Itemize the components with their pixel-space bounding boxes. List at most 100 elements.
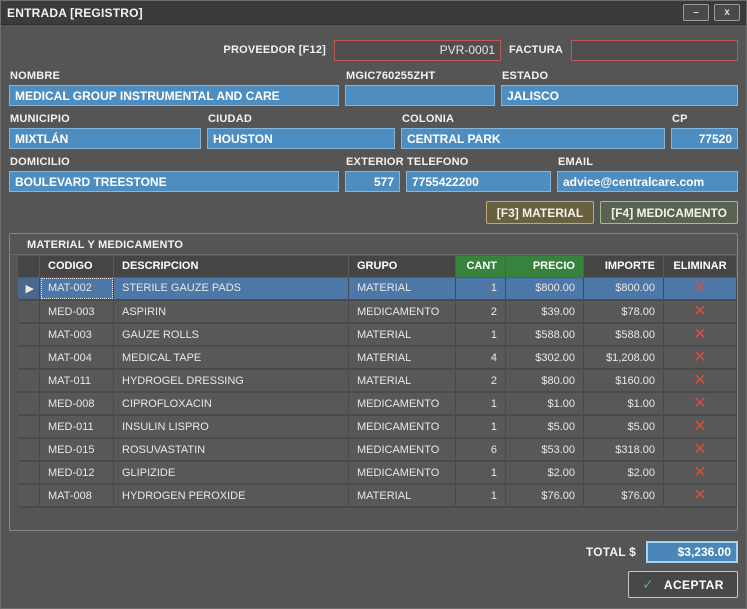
cell-precio[interactable]: $5.00	[505, 415, 584, 439]
table-row[interactable]: MED-011 INSULIN LISPRO MEDICAMENTO 1 $5.00 $5…	[17, 415, 737, 439]
close-button[interactable]: x	[714, 4, 740, 21]
cell-descripcion[interactable]: ROSUVASTATIN	[113, 438, 349, 462]
cell-cant[interactable]: 1	[455, 392, 506, 416]
delete-x-icon[interactable]: ✕	[693, 440, 707, 458]
cell-precio[interactable]: $302.00	[505, 346, 584, 370]
nombre-input[interactable]	[9, 85, 339, 106]
cp-input[interactable]	[671, 128, 738, 149]
cell-importe[interactable]: $1,208.00	[583, 346, 664, 370]
delete-x-icon[interactable]: ✕	[693, 371, 707, 389]
col-header-precio[interactable]: PRECIO	[505, 256, 584, 278]
cell-cant[interactable]: 2	[455, 369, 506, 393]
row-selector[interactable]	[17, 300, 40, 324]
delete-row-button[interactable]: ✕	[663, 415, 737, 439]
cell-precio[interactable]: $800.00	[505, 277, 584, 301]
cell-codigo[interactable]: MAT-004	[39, 346, 114, 370]
delete-x-icon[interactable]: ✕	[693, 302, 707, 320]
delete-row-button[interactable]: ✕	[663, 392, 737, 416]
col-header-importe[interactable]: IMPORTE	[583, 256, 664, 278]
factura-input[interactable]	[571, 39, 738, 61]
row-selector[interactable]	[17, 415, 40, 439]
cell-grupo[interactable]: MATERIAL	[348, 346, 456, 370]
cell-descripcion[interactable]: HYDROGEN PEROXIDE	[113, 484, 349, 508]
delete-row-button[interactable]: ✕	[663, 277, 737, 301]
cell-codigo[interactable]: MAT-008	[39, 484, 114, 508]
cell-descripcion[interactable]: GLIPIZIDE	[113, 461, 349, 485]
cell-descripcion[interactable]: HYDROGEL DRESSING	[113, 369, 349, 393]
cell-importe[interactable]: $5.00	[583, 415, 664, 439]
cell-codigo[interactable]: MAT-011	[39, 369, 114, 393]
table-row[interactable]: MAT-003 GAUZE ROLLS MATERIAL 1 $588.00 $588.0…	[17, 323, 737, 347]
cell-importe[interactable]: $78.00	[583, 300, 664, 324]
cell-grupo[interactable]: MEDICAMENTO	[348, 300, 456, 324]
total-input[interactable]	[646, 541, 738, 563]
table-row[interactable]: MED-015 ROSUVASTATIN MEDICAMENTO 6 $53.00 $31…	[17, 438, 737, 462]
proveedor-input[interactable]	[334, 39, 502, 61]
delete-row-button[interactable]: ✕	[663, 461, 737, 485]
cell-importe[interactable]: $1.00	[583, 392, 664, 416]
medicamento-button[interactable]: [F4] MEDICAMENTO	[600, 201, 738, 224]
cell-descripcion[interactable]: CIPROFLOXACIN	[113, 392, 349, 416]
table-row[interactable]: MAT-011 HYDROGEL DRESSING MATERIAL 2 $80.00 $…	[17, 369, 737, 393]
cell-importe[interactable]: $160.00	[583, 369, 664, 393]
cell-codigo[interactable]: MED-015	[39, 438, 114, 462]
cell-codigo[interactable]: MED-008	[39, 392, 114, 416]
cell-cant[interactable]: 1	[455, 323, 506, 347]
cell-precio[interactable]: $588.00	[505, 323, 584, 347]
delete-row-button[interactable]: ✕	[663, 300, 737, 324]
cell-grupo[interactable]: MEDICAMENTO	[348, 438, 456, 462]
cell-precio[interactable]: $80.00	[505, 369, 584, 393]
delete-x-icon[interactable]: ✕	[693, 394, 707, 412]
delete-row-button[interactable]: ✕	[663, 484, 737, 508]
delete-row-button[interactable]: ✕	[663, 438, 737, 462]
rfc-input[interactable]	[345, 85, 495, 106]
cell-descripcion[interactable]: INSULIN LISPRO	[113, 415, 349, 439]
cell-grupo[interactable]: MATERIAL	[348, 484, 456, 508]
material-button[interactable]: [F3] MATERIAL	[485, 201, 595, 224]
minimize-button[interactable]: –	[683, 4, 709, 21]
col-header-eliminar[interactable]: ELIMINAR	[663, 256, 737, 278]
row-selector[interactable]	[17, 346, 40, 370]
municipio-input[interactable]	[9, 128, 201, 149]
row-selector[interactable]	[17, 369, 40, 393]
table-row[interactable]: ▶ MAT-002 STERILE GAUZE PADS MATERIAL 1 $800.…	[17, 277, 737, 301]
delete-x-icon[interactable]: ✕	[693, 279, 707, 297]
row-selector[interactable]	[17, 392, 40, 416]
cell-importe[interactable]: $76.00	[583, 484, 664, 508]
delete-x-icon[interactable]: ✕	[693, 463, 707, 481]
cell-importe[interactable]: $318.00	[583, 438, 664, 462]
cell-importe[interactable]: $800.00	[583, 277, 664, 301]
cell-descripcion[interactable]: STERILE GAUZE PADS	[113, 277, 349, 301]
cell-grupo[interactable]: MEDICAMENTO	[348, 392, 456, 416]
grid-corner-cell[interactable]	[17, 256, 40, 278]
table-row[interactable]: MED-012 GLIPIZIDE MEDICAMENTO 1 $2.00 $2.00 ✕	[17, 461, 737, 485]
table-row[interactable]: MAT-004 MEDICAL TAPE MATERIAL 4 $302.00 $1,20…	[17, 346, 737, 370]
row-selector[interactable]	[17, 323, 40, 347]
colonia-input[interactable]	[401, 128, 665, 149]
cell-precio[interactable]: $1.00	[505, 392, 584, 416]
cell-precio[interactable]: $53.00	[505, 438, 584, 462]
cell-importe[interactable]: $2.00	[583, 461, 664, 485]
col-header-codigo[interactable]: CODIGO	[39, 256, 114, 278]
aceptar-button[interactable]: ✓ ACEPTAR	[628, 571, 738, 598]
delete-row-button[interactable]: ✕	[663, 323, 737, 347]
current-row-marker[interactable]: ▶	[17, 277, 40, 301]
cell-cant[interactable]: 2	[455, 300, 506, 324]
delete-x-icon[interactable]: ✕	[693, 325, 707, 343]
cell-precio[interactable]: $76.00	[505, 484, 584, 508]
domicilio-input[interactable]	[9, 171, 339, 192]
cell-importe[interactable]: $588.00	[583, 323, 664, 347]
table-row[interactable]: MED-003 ASPIRIN MEDICAMENTO 2 $39.00 $78.00 ✕	[17, 300, 737, 324]
cell-grupo[interactable]: MATERIAL	[348, 369, 456, 393]
cell-cant[interactable]: 6	[455, 438, 506, 462]
col-header-cant[interactable]: CANT	[455, 256, 506, 278]
row-selector[interactable]	[17, 461, 40, 485]
cell-codigo[interactable]: MED-003	[39, 300, 114, 324]
cell-codigo[interactable]: MAT-003	[39, 323, 114, 347]
table-row[interactable]: MED-008 CIPROFLOXACIN MEDICAMENTO 1 $1.00 $1.…	[17, 392, 737, 416]
cell-grupo[interactable]: MATERIAL	[348, 323, 456, 347]
exterior-input[interactable]	[345, 171, 400, 192]
cell-grupo[interactable]: MEDICAMENTO	[348, 461, 456, 485]
col-header-descripcion[interactable]: DESCRIPCION	[113, 256, 349, 278]
email-input[interactable]	[557, 171, 738, 192]
